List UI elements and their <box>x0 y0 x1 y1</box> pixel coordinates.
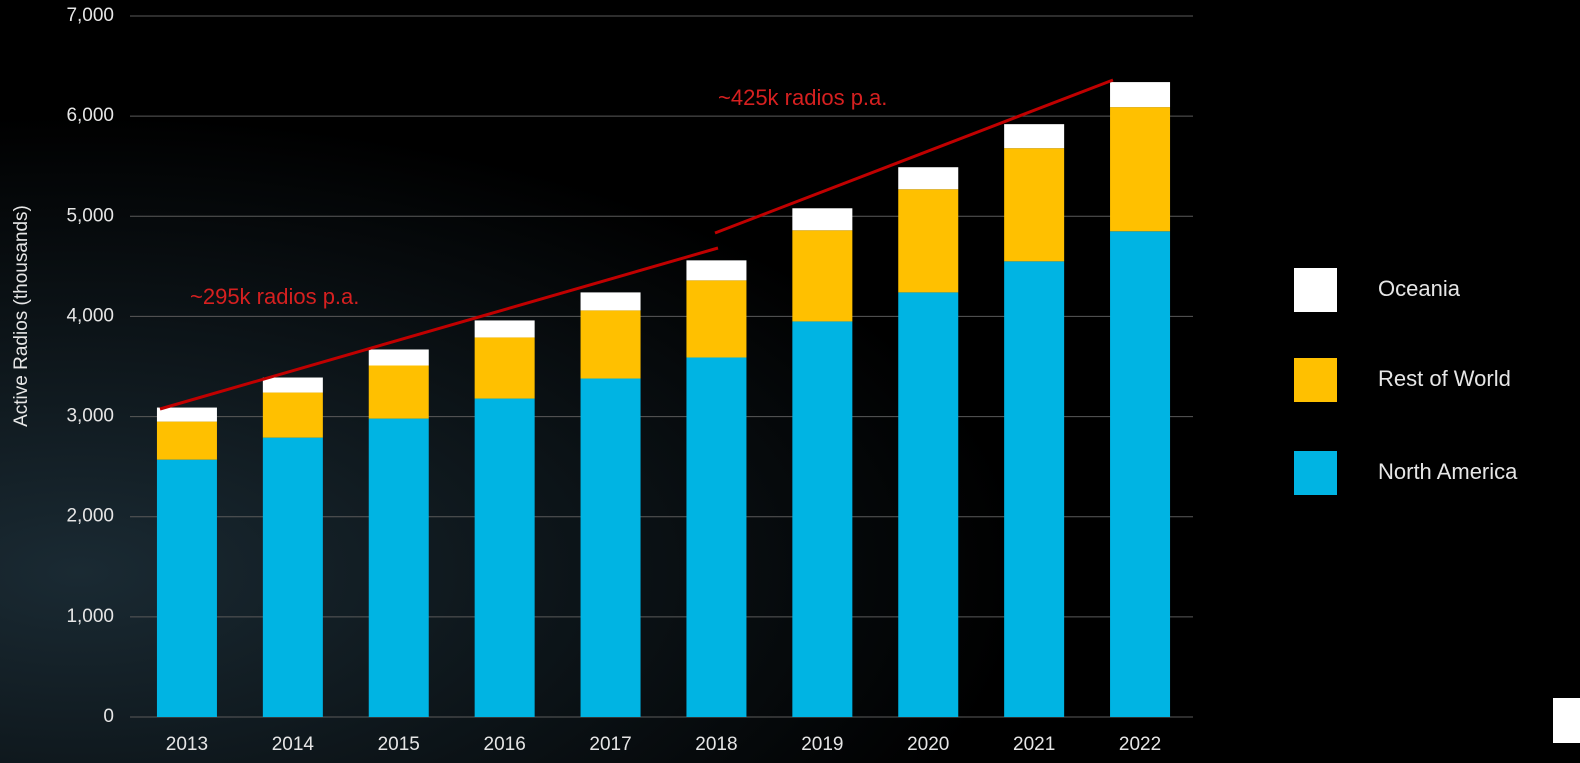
bar-segment <box>792 230 853 322</box>
x-tick-label: 2021 <box>1013 734 1055 755</box>
y-tick-label: 3,000 <box>66 406 114 427</box>
legend-label: North America <box>1378 459 1518 484</box>
bar-segment <box>898 292 959 717</box>
bar-segment <box>1110 231 1171 718</box>
x-tick-label: 2017 <box>589 734 631 755</box>
bar-segment <box>580 292 641 311</box>
bar-segment <box>1110 107 1171 232</box>
bar-segment <box>262 377 323 393</box>
bar-segment <box>474 320 535 338</box>
bar-segment <box>898 167 959 190</box>
x-tick-label: 2019 <box>801 734 843 755</box>
x-tick-label: 2020 <box>907 734 949 755</box>
x-tick-label: 2018 <box>695 734 737 755</box>
bar-segment <box>686 260 747 281</box>
bar-segment <box>580 378 641 717</box>
y-tick-label: 6,000 <box>66 105 114 126</box>
bar-segment <box>262 437 323 717</box>
bar-segment <box>686 280 747 358</box>
legend-swatch <box>1294 358 1337 402</box>
y-axis-label: Active Radios (thousands) <box>11 205 32 427</box>
bar-segment <box>686 357 747 717</box>
x-tick-label: 2016 <box>484 734 526 755</box>
bar-segment <box>792 208 853 231</box>
bar-segment <box>368 349 429 366</box>
x-tick-label: 2014 <box>272 734 315 755</box>
y-tick-label: 4,000 <box>66 305 114 326</box>
legend-label: Oceania <box>1378 276 1461 301</box>
bar-segment <box>262 392 323 438</box>
bar-segment <box>156 459 217 717</box>
y-tick-label: 7,000 <box>66 5 114 26</box>
y-tick-label: 5,000 <box>66 205 114 226</box>
y-tick-label: 0 <box>103 706 114 727</box>
legend-label: Rest of World <box>1378 366 1511 391</box>
bar-segment <box>156 407 217 422</box>
bar-segment <box>156 421 217 460</box>
bar-segment <box>368 365 429 419</box>
bar-segment <box>1004 124 1065 149</box>
trend-line <box>714 78 1114 235</box>
y-tick-label: 1,000 <box>66 606 114 627</box>
bar-segment <box>1004 261 1065 717</box>
bar-segment <box>368 418 429 717</box>
bar-segment <box>1004 148 1065 262</box>
x-tick-label: 2015 <box>378 734 420 755</box>
annotation: ~425k radios p.a. <box>718 85 887 110</box>
y-tick-label: 2,000 <box>66 506 114 527</box>
bar-segment <box>580 310 641 379</box>
trend-line <box>159 246 719 411</box>
annotation: ~295k radios p.a. <box>190 284 359 309</box>
plot: 0 1,000 2,000 3,000 4,000 5,000 6,000 7,000 2013… <box>66 5 1193 755</box>
bar-segment <box>1110 82 1171 108</box>
x-tick-label: 2013 <box>166 734 208 755</box>
bar-segment <box>474 337 535 399</box>
bar-segment <box>898 189 959 293</box>
x-tick-label: 2022 <box>1119 734 1161 755</box>
bar-segment <box>792 321 853 717</box>
legend-swatch <box>1294 451 1337 495</box>
logo <box>1553 698 1580 743</box>
bar-segment <box>474 398 535 717</box>
legend-swatch <box>1294 268 1337 312</box>
